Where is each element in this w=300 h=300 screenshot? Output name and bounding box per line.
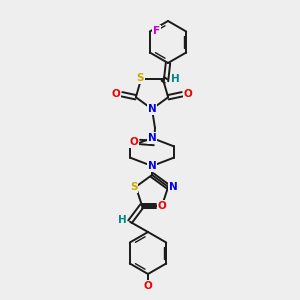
Text: O: O	[130, 137, 138, 147]
Text: N: N	[148, 161, 156, 171]
Text: N: N	[169, 182, 178, 192]
Text: N: N	[148, 104, 156, 114]
Text: O: O	[158, 201, 166, 211]
Text: S: S	[136, 73, 144, 83]
Text: O: O	[144, 281, 152, 291]
Text: H: H	[171, 74, 179, 84]
Text: H: H	[118, 215, 126, 225]
Text: F: F	[153, 26, 161, 35]
Text: O: O	[184, 89, 193, 99]
Text: S: S	[130, 182, 138, 192]
Text: N: N	[148, 133, 156, 143]
Text: O: O	[112, 89, 120, 99]
